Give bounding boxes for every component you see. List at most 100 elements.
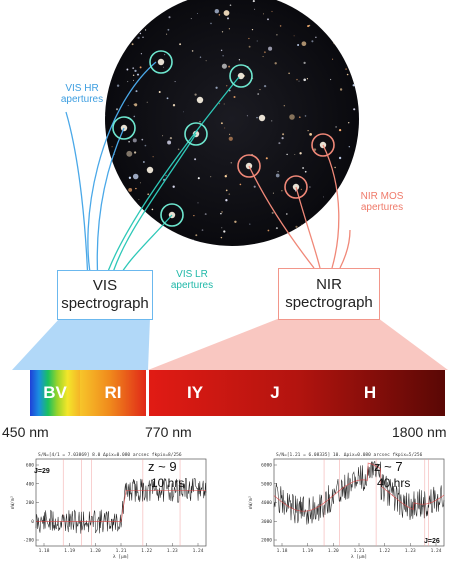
star <box>127 81 129 83</box>
star <box>335 126 337 128</box>
star <box>249 223 251 225</box>
star <box>132 74 135 77</box>
star <box>122 47 124 50</box>
star <box>194 158 197 161</box>
aperture-circle <box>229 64 253 88</box>
star <box>168 16 171 19</box>
star <box>289 114 295 120</box>
star <box>204 213 207 216</box>
star <box>145 29 147 31</box>
star <box>238 59 241 61</box>
star <box>348 146 350 148</box>
star <box>215 86 218 89</box>
star <box>123 19 125 21</box>
star <box>205 60 207 62</box>
nir-fibers <box>248 144 351 269</box>
star <box>223 103 225 105</box>
star <box>226 174 228 175</box>
star <box>303 78 307 82</box>
star <box>313 148 317 151</box>
star <box>142 36 144 38</box>
star <box>332 58 334 60</box>
star <box>294 154 296 156</box>
star <box>139 32 142 35</box>
star <box>297 44 300 46</box>
star <box>281 137 284 140</box>
vis-spectrograph-line1: VIS <box>92 277 118 294</box>
wavelength-770: 770 nm <box>145 424 192 440</box>
star <box>199 56 202 58</box>
star <box>144 144 147 147</box>
star <box>346 73 349 76</box>
star <box>285 213 288 215</box>
aperture-circle <box>112 116 136 140</box>
star <box>223 230 226 233</box>
star <box>125 8 127 11</box>
star <box>228 28 231 30</box>
star <box>167 28 170 31</box>
star <box>124 214 126 216</box>
star <box>193 214 195 217</box>
star <box>352 36 354 38</box>
star <box>239 183 242 186</box>
aperture-circle <box>284 175 308 199</box>
y-axis-label: nW/m² <box>248 496 254 510</box>
star <box>177 148 180 151</box>
star <box>254 8 256 10</box>
star <box>118 56 121 59</box>
star <box>106 183 109 186</box>
star <box>201 229 204 231</box>
star <box>174 81 176 83</box>
star <box>352 84 355 87</box>
y-tick-label: -200 <box>23 538 34 544</box>
aperture-circle <box>184 122 208 146</box>
star <box>334 166 336 169</box>
star <box>268 46 273 51</box>
star <box>319 0 322 2</box>
star <box>300 188 303 191</box>
star <box>298 116 301 119</box>
galaxy <box>146 166 154 174</box>
y-tick-label: 4000 <box>261 500 272 506</box>
spectrum-plot-right: S/N=[1.21 = 6.08335] 10. Δpix=0.080 arcs… <box>248 452 445 560</box>
star <box>338 156 342 160</box>
star <box>166 33 168 35</box>
x-tick-label: 1.22 <box>379 548 390 554</box>
y-tick-label: 3000 <box>261 519 272 525</box>
star <box>128 176 132 179</box>
y-tick-label: 0 <box>31 519 34 525</box>
star <box>114 6 119 11</box>
star <box>132 173 139 180</box>
star <box>330 78 332 81</box>
star <box>210 176 212 178</box>
star <box>229 4 232 6</box>
star <box>296 78 298 81</box>
star <box>356 228 358 231</box>
star <box>271 211 274 214</box>
star <box>276 33 278 36</box>
star <box>111 146 113 148</box>
star <box>166 97 169 100</box>
star <box>265 157 268 160</box>
star <box>127 10 129 12</box>
star <box>112 0 117 4</box>
aperture-circles <box>112 50 335 227</box>
star <box>141 138 144 141</box>
star <box>162 66 165 68</box>
galaxy <box>237 72 245 80</box>
star <box>135 187 137 190</box>
star <box>199 121 201 123</box>
star <box>271 10 273 13</box>
star <box>228 65 231 68</box>
star <box>228 193 231 195</box>
star <box>263 13 264 15</box>
star <box>230 162 233 164</box>
star <box>218 103 221 105</box>
galaxy <box>258 114 266 122</box>
star <box>226 85 228 87</box>
star <box>137 36 140 40</box>
star <box>303 223 307 226</box>
vis-hr-label-line1: VIS HR <box>65 83 99 94</box>
star <box>274 62 277 65</box>
star <box>151 208 154 211</box>
